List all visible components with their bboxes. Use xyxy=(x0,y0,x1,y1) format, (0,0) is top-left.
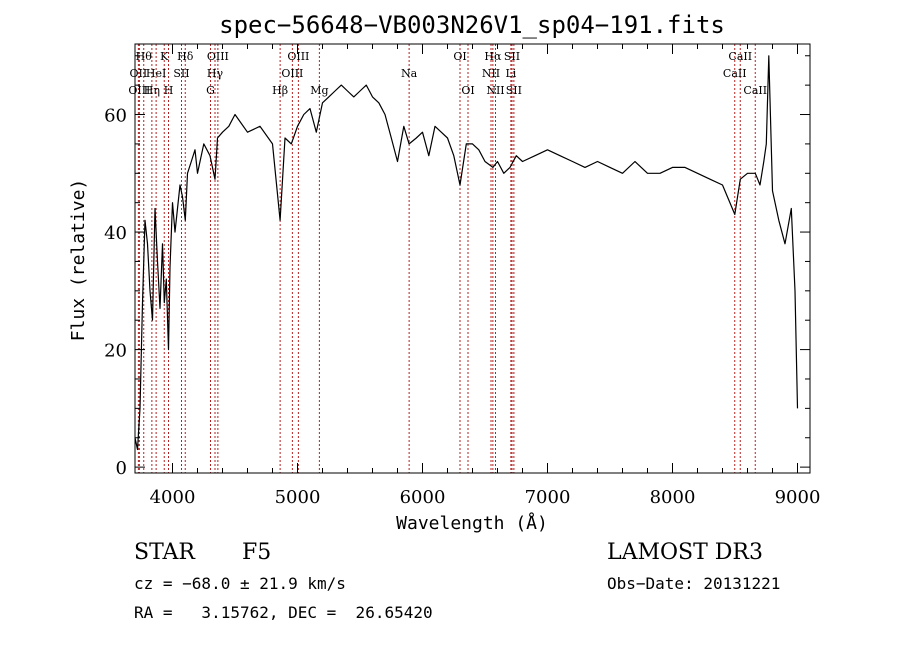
x-tick-label-8000: 8000 xyxy=(650,487,696,508)
line-label-1: OIII xyxy=(128,84,150,97)
line-label-22: Li xyxy=(505,67,516,80)
line-label-6: H xyxy=(164,84,174,97)
x-tick-label-7000: 7000 xyxy=(525,487,571,508)
object-subclass: F5 xyxy=(242,540,271,565)
line-label-19: NII xyxy=(482,67,500,80)
line-label-11: OIII xyxy=(207,50,229,63)
line-label-2: Hθ xyxy=(136,50,153,63)
line-label-4: HeI xyxy=(146,67,166,80)
line-label-26: CaII xyxy=(728,50,752,63)
line-label-9: G xyxy=(206,84,215,97)
line-label-18: OI xyxy=(461,84,474,97)
x-axis-label: Wavelength (Å) xyxy=(396,512,548,534)
line-label-3: Hη xyxy=(144,84,160,97)
x-tick-label-9000: 9000 xyxy=(775,487,821,508)
line-label-14: OIII xyxy=(287,50,309,63)
line-label-15: Mg xyxy=(310,84,328,97)
y-tick-label-20: 20 xyxy=(104,341,127,362)
line-label-8: Hδ xyxy=(177,50,194,63)
survey-name: LAMOST DR3 xyxy=(607,540,763,565)
line-label-13: OIII xyxy=(281,67,303,80)
line-label-12: Hβ xyxy=(272,84,288,97)
x-axis-ticks: 4000 5000 6000 7000 8000 9000 xyxy=(150,44,821,508)
y-tick-label-0: 0 xyxy=(116,458,127,479)
line-label-27: CaII xyxy=(743,84,767,97)
y-tick-label-60: 60 xyxy=(104,106,127,127)
y-tick-label-40: 40 xyxy=(104,223,127,244)
x-tick-label-5000: 5000 xyxy=(275,487,321,508)
chart-title: spec−56648−VB003N26V1_sp04−191.fits xyxy=(219,11,725,39)
x-tick-label-6000: 6000 xyxy=(400,487,446,508)
line-label-16: Na xyxy=(401,67,418,80)
line-label-24: SII xyxy=(506,84,522,97)
y-axis-ticks: 0 20 40 60 xyxy=(104,55,810,479)
x-tick-label-4000: 4000 xyxy=(150,487,196,508)
coordinates: RA = 3.15762, DEC = 26.65420 xyxy=(134,603,433,622)
object-class: STAR xyxy=(134,540,196,565)
y-axis-label: Flux (relative) xyxy=(68,179,89,342)
line-label-10: Hγ xyxy=(207,67,224,80)
line-label-0: OII xyxy=(130,67,148,80)
line-label-23: SII xyxy=(504,50,520,63)
line-label-7: SII xyxy=(173,67,189,80)
line-label-17: OI xyxy=(453,50,466,63)
line-label-21: NII xyxy=(486,84,504,97)
spectral-line-markers xyxy=(137,44,756,473)
line-label-25: CaII xyxy=(723,67,747,80)
spectral-line-labels: OII OIII Hθ Hη HeI K H SII Hδ G Hγ OIII Hβ OIII OIII Mg… xyxy=(128,50,767,97)
redshift-velocity: cz = −68.0 ± 21.9 km/s xyxy=(134,574,346,593)
line-label-5: K xyxy=(160,50,169,63)
observation-date: Obs−Date: 20131221 xyxy=(607,574,780,593)
spectrum-line xyxy=(134,55,799,451)
line-label-20: Hα xyxy=(484,50,502,63)
